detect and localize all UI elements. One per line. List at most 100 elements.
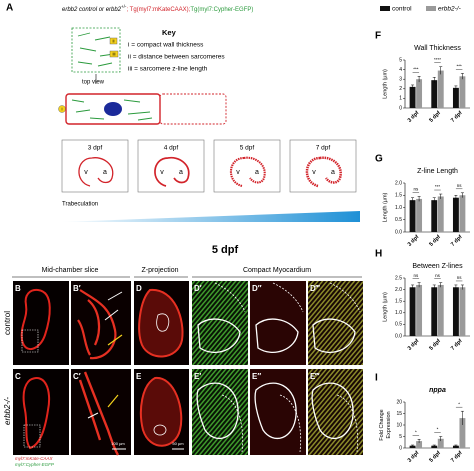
- panel-label: F: [375, 31, 381, 42]
- bar: [459, 287, 466, 336]
- bar: [437, 196, 444, 232]
- error-bar: [411, 444, 415, 447]
- y-axis-label: Expression: [386, 411, 392, 438]
- channel-label: myl7:mKate-CAAX: [15, 456, 54, 461]
- chart-title: nppa: [429, 387, 446, 394]
- chart-title: Between Z-lines: [412, 263, 463, 270]
- x-tick-label: 7 dpf: [450, 450, 464, 464]
- panel-label: D: [136, 284, 142, 293]
- bar: [431, 287, 438, 336]
- y-axis-label: Fold Change: [379, 409, 385, 441]
- stage-title: 5 dpf: [212, 244, 239, 256]
- y-tick-label: 2.0: [395, 287, 402, 293]
- x-tick-label: 5 dpf: [428, 338, 442, 352]
- y-tick-label: 5: [399, 434, 402, 440]
- bar: [409, 200, 416, 232]
- heart-outline: [229, 156, 266, 188]
- error-bar: [460, 192, 464, 198]
- significance-label: ns: [457, 275, 463, 280]
- error-bar: [439, 66, 443, 75]
- gradient-label: Trabeculation: [62, 202, 98, 208]
- marker: ii: [113, 39, 115, 44]
- error-bar: [432, 77, 436, 84]
- red-reporter: ; Tg(myl7:mKateCAAX);: [126, 7, 190, 13]
- marker: iii: [113, 52, 116, 57]
- micrographs: [13, 281, 363, 456]
- genotype: erbb2 control or erbb2: [62, 7, 122, 13]
- significance-label: ns: [435, 273, 441, 278]
- panel-label: B′: [73, 284, 81, 293]
- y-tick-label: 4: [399, 67, 402, 73]
- bar: [452, 287, 459, 336]
- y-tick-label: 0.5: [395, 217, 402, 223]
- heart-box: [213, 139, 281, 193]
- row-label: control: [3, 311, 12, 335]
- y-axis-label: Length (µm): [382, 192, 388, 222]
- significance-label: ***: [457, 64, 463, 69]
- bar: [459, 195, 466, 232]
- legend-label: control: [392, 6, 412, 13]
- x-tick-label: 3 dpf: [407, 338, 421, 352]
- error-bar: [432, 444, 436, 447]
- panel-label: D″: [252, 284, 262, 293]
- error-bar: [411, 84, 415, 89]
- y-tick-label: 0.0: [395, 229, 402, 235]
- error-bar: [411, 284, 415, 290]
- heart-outline: [305, 156, 342, 188]
- y-tick-label: 0.5: [395, 322, 402, 328]
- panel-label: A: [6, 3, 13, 14]
- panel-label: D‴: [310, 284, 321, 293]
- error-bar: [417, 196, 421, 202]
- significance-label: ***: [413, 67, 419, 72]
- bar: [437, 284, 444, 336]
- error-bar: [454, 195, 458, 201]
- chamber-label: v: [312, 169, 316, 176]
- bar: [437, 70, 444, 108]
- y-tick-label: 20: [396, 399, 402, 405]
- trabeculation-gradient: [60, 211, 360, 222]
- y-tick-label: 5: [399, 57, 402, 63]
- error-bar: [417, 76, 421, 83]
- chamber-label: a: [179, 169, 183, 176]
- error-bar: [460, 284, 464, 290]
- micrograph-labels: B B′ D D′ D″ D‴ C C′ E E′ E″ E‴: [15, 284, 321, 381]
- bar: [459, 76, 466, 108]
- chamber-label: a: [331, 169, 335, 176]
- bar: [452, 197, 459, 232]
- y-tick-label: 2.5: [395, 275, 402, 281]
- chamber-label: a: [103, 169, 107, 176]
- panel-label: H: [375, 249, 382, 260]
- x-tick-label: 7 dpf: [450, 110, 464, 124]
- chamber-label: v: [236, 169, 240, 176]
- x-tick-label: 3 dpf: [407, 450, 421, 464]
- key-item: i = compact wall thickness: [128, 42, 204, 49]
- column-header: Z-projection: [142, 267, 179, 274]
- y-tick-label: 0.0: [395, 333, 402, 339]
- error-bar: [411, 197, 415, 203]
- heart-stages: 3 dpf v a 4 dpf v a 5 dpf v a 7 dpf v a: [61, 139, 357, 193]
- bar: [459, 418, 466, 448]
- significance-label: *: [458, 401, 460, 406]
- bar: [431, 200, 438, 232]
- chamber-label: a: [255, 169, 259, 176]
- heart-box: [61, 139, 129, 193]
- significance-label: ns: [457, 183, 463, 188]
- key-item: iii = sarcomere z-line length: [128, 66, 208, 73]
- bar: [416, 441, 423, 448]
- scale-bar-label: 50 µm: [172, 441, 184, 446]
- significance-label: ns: [413, 187, 419, 192]
- y-tick-label: 1.0: [395, 310, 402, 316]
- error-bar: [454, 284, 458, 290]
- bar: [437, 438, 444, 448]
- panel-label: I: [375, 373, 378, 384]
- y-tick-label: 1: [399, 96, 402, 102]
- chamber-label: v: [84, 169, 88, 176]
- chart-title: Wall Thickness: [414, 45, 461, 52]
- marker: i: [62, 107, 63, 112]
- error-bar: [417, 282, 421, 288]
- heart-box: [289, 139, 357, 193]
- stage-label: 4 dpf: [164, 145, 179, 152]
- significance-label: ***: [435, 184, 441, 189]
- column-header: Mid-chamber slice: [42, 267, 99, 274]
- heart-box: [137, 139, 205, 193]
